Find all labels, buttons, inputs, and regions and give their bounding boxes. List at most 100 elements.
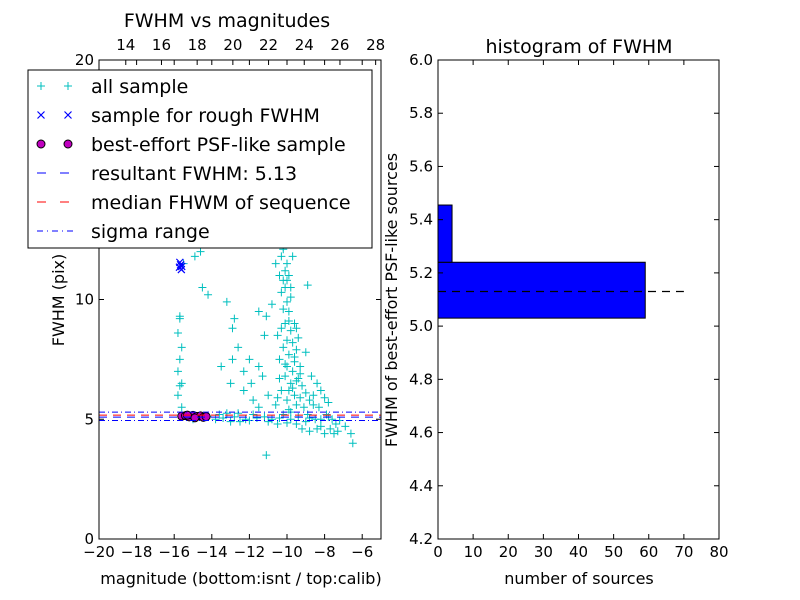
all-sample-point xyxy=(320,429,329,438)
all-sample-point xyxy=(173,391,182,400)
top-xtick-label: 14 xyxy=(116,36,135,54)
all-sample-point xyxy=(284,350,293,359)
all-sample-point xyxy=(303,281,312,290)
all-sample-point xyxy=(296,369,305,378)
top-xtick-label: 16 xyxy=(152,36,171,54)
legend-circle-marker xyxy=(63,139,73,149)
legend-label: all sample xyxy=(91,76,188,98)
all-sample-point xyxy=(348,439,357,448)
all-sample-point xyxy=(281,360,290,369)
all-sample-point xyxy=(249,396,258,405)
all-sample-point xyxy=(245,355,254,364)
histogram-bars xyxy=(437,204,646,319)
right-xtick-label: 80 xyxy=(709,543,728,561)
left-ytick-label: 5 xyxy=(84,410,94,428)
all-sample-point xyxy=(283,396,291,405)
all-sample-point xyxy=(262,312,271,321)
legend-x-marker xyxy=(64,111,72,119)
all-sample-point xyxy=(290,319,299,328)
all-sample-point xyxy=(286,415,295,424)
all-sample-point xyxy=(175,312,184,321)
all-sample-point xyxy=(222,409,231,418)
all-sample-point xyxy=(254,307,263,316)
all-sample-point xyxy=(324,398,333,407)
all-sample-point xyxy=(301,417,310,426)
legend-plus-marker xyxy=(37,82,45,90)
legend-x-marker xyxy=(37,111,45,119)
right-xtick-label: 0 xyxy=(433,543,443,561)
all-sample-point xyxy=(267,300,276,309)
left-xtick-label: −20 xyxy=(83,543,115,561)
all-sample-point xyxy=(292,400,301,409)
all-sample-point xyxy=(275,271,284,280)
all-sample-point xyxy=(290,391,299,400)
left-xtick-label: −8 xyxy=(314,543,336,561)
all-sample-point xyxy=(292,376,301,385)
right-ytick-label: 4.2 xyxy=(409,530,433,548)
left-reference-lines xyxy=(99,411,381,421)
legend-label: median FHWM of sequence xyxy=(91,192,351,214)
right-ylabel: FWHM of best-effort PSF-like sources xyxy=(382,153,401,447)
histogram-bar xyxy=(437,261,646,319)
top-xtick-label: 22 xyxy=(259,36,278,54)
right-ticks: 0 10 20 30 40 50 60 70 80 4.2 4.4 4.6 4.8 5.0 5.2 5.4 5.… xyxy=(409,51,728,561)
all-sample-point xyxy=(301,348,310,357)
all-sample-point xyxy=(273,331,282,340)
legend-label: sample for rough FWHM xyxy=(91,105,320,127)
all-sample-point xyxy=(299,403,308,412)
right-ytick-label: 5.0 xyxy=(409,317,433,335)
all-sample-point xyxy=(277,252,286,261)
all-sample-point xyxy=(314,403,323,412)
all-sample-point xyxy=(286,293,295,302)
all-sample-point xyxy=(316,386,325,395)
all-sample-point xyxy=(307,372,316,381)
all-sample-point xyxy=(177,403,186,412)
all-sample-point xyxy=(298,381,307,390)
psf-like-point xyxy=(201,412,211,422)
all-sample-point xyxy=(292,420,301,429)
right-ytick-label: 5.8 xyxy=(409,104,433,122)
rough-fwhm-point xyxy=(177,262,186,271)
all-sample-point xyxy=(277,386,286,395)
all-sample-point xyxy=(234,409,243,418)
all-sample-point xyxy=(271,400,280,409)
left-xlabel: magnitude (bottom:isnt / top:calib) xyxy=(100,569,381,588)
right-xtick-label: 20 xyxy=(499,543,518,561)
all-sample-point xyxy=(284,307,293,316)
all-sample-point xyxy=(284,386,293,395)
all-sample-point xyxy=(190,252,199,261)
right-ytick-label: 4.6 xyxy=(409,424,433,442)
legend-item: sigma range xyxy=(37,221,210,243)
rough-fwhm-point xyxy=(177,265,186,274)
right-xtick-label: 30 xyxy=(534,543,553,561)
all-sample-point xyxy=(296,393,305,402)
all-sample-point xyxy=(196,247,205,256)
right-xtick-label: 40 xyxy=(569,543,588,561)
all-sample-point xyxy=(254,362,263,371)
left-xtick-label: −12 xyxy=(234,543,266,561)
all-sample-point xyxy=(175,355,184,364)
legend-item: resultant FWHM: 5.13 xyxy=(37,163,297,185)
all-sample-point xyxy=(309,391,318,400)
all-sample-point xyxy=(301,388,310,397)
all-sample-point xyxy=(228,324,237,333)
all-sample-point xyxy=(288,338,297,347)
right-xlabel: number of sources xyxy=(504,569,654,588)
top-xtick-label: 26 xyxy=(330,36,349,54)
all-sample-point xyxy=(239,386,248,395)
all-sample-point xyxy=(330,429,338,438)
all-sample-point xyxy=(288,367,297,376)
all-sample-point xyxy=(277,324,286,333)
right-xtick-label: 70 xyxy=(674,543,693,561)
all-sample-point xyxy=(177,343,186,352)
all-sample-point xyxy=(262,451,271,460)
right-ytick-label: 5.6 xyxy=(409,157,433,175)
top-xtick-label: 28 xyxy=(366,36,385,54)
all-sample-point xyxy=(236,417,244,426)
all-sample-point xyxy=(211,415,220,424)
all-sample-point xyxy=(254,403,263,412)
all-sample-point xyxy=(217,362,226,371)
legend-item: best-effort PSF-like sample xyxy=(36,134,346,156)
left-ylabel: FWHM (pix) xyxy=(49,254,68,347)
